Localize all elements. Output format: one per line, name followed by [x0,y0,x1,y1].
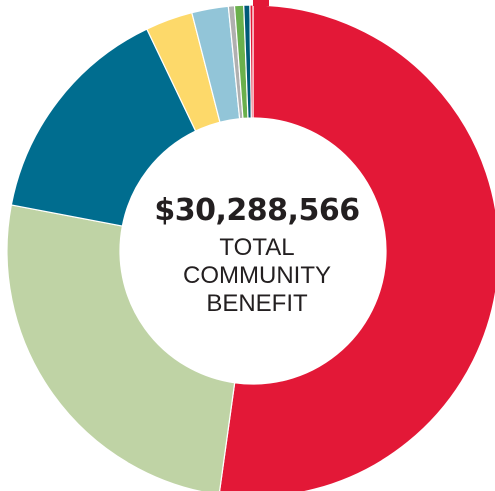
center-line-2: COMMUNITY [183,262,331,289]
donut-slice-2 [6,204,236,491]
donut-slice-1 [219,4,495,491]
center-label: $30,288,566 TOTAL COMMUNITY BENEFIT [132,188,382,318]
center-line-3: BENEFIT [206,290,308,317]
donut-slice-3 [10,28,197,227]
total-amount: $30,288,566 [154,193,360,228]
start-marker [253,0,269,6]
donut-slice-9 [249,4,254,119]
center-line-1: TOTAL [219,234,295,261]
